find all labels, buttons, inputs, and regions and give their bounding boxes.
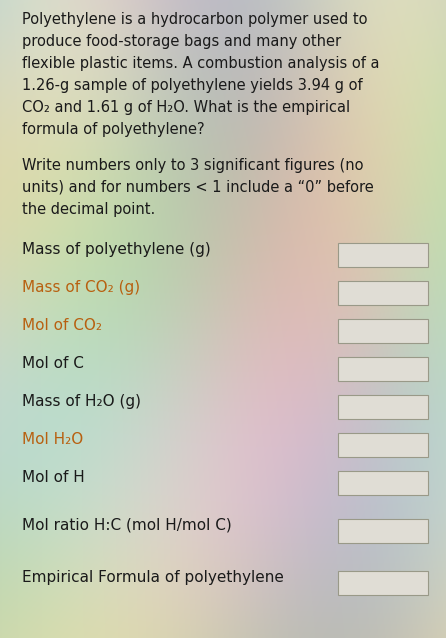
FancyBboxPatch shape — [338, 571, 428, 595]
FancyBboxPatch shape — [338, 281, 428, 305]
Text: Empirical Formula of polyethylene: Empirical Formula of polyethylene — [22, 570, 284, 585]
Text: Mass of CO₂ (g): Mass of CO₂ (g) — [22, 280, 140, 295]
Text: 1.26-g sample of polyethylene yields 3.94 g of: 1.26-g sample of polyethylene yields 3.9… — [22, 78, 363, 93]
FancyBboxPatch shape — [338, 243, 428, 267]
Text: formula of polyethylene?: formula of polyethylene? — [22, 122, 205, 137]
Text: Polyethylene is a hydrocarbon polymer used to: Polyethylene is a hydrocarbon polymer us… — [22, 12, 368, 27]
FancyBboxPatch shape — [338, 319, 428, 343]
Text: Mol H₂O: Mol H₂O — [22, 432, 83, 447]
FancyBboxPatch shape — [338, 357, 428, 381]
Text: the decimal point.: the decimal point. — [22, 202, 155, 217]
FancyBboxPatch shape — [338, 395, 428, 419]
Text: Mass of H₂O (g): Mass of H₂O (g) — [22, 394, 141, 409]
Text: Mol of CO₂: Mol of CO₂ — [22, 318, 102, 333]
Text: CO₂ and 1.61 g of H₂O. What is the empirical: CO₂ and 1.61 g of H₂O. What is the empir… — [22, 100, 350, 115]
Text: Mol ratio H:C (mol H/mol C): Mol ratio H:C (mol H/mol C) — [22, 518, 232, 533]
Text: produce food-storage bags and many other: produce food-storage bags and many other — [22, 34, 341, 49]
FancyBboxPatch shape — [338, 471, 428, 495]
Text: flexible plastic items. A combustion analysis of a: flexible plastic items. A combustion ana… — [22, 56, 380, 71]
Text: Mol of H: Mol of H — [22, 470, 85, 485]
FancyBboxPatch shape — [338, 433, 428, 457]
Text: units) and for numbers < 1 include a “0” before: units) and for numbers < 1 include a “0”… — [22, 180, 374, 195]
Text: Mol of C: Mol of C — [22, 356, 84, 371]
Text: Mass of polyethylene (g): Mass of polyethylene (g) — [22, 242, 211, 257]
FancyBboxPatch shape — [338, 519, 428, 543]
Text: Write numbers only to 3 significant figures (no: Write numbers only to 3 significant figu… — [22, 158, 363, 173]
